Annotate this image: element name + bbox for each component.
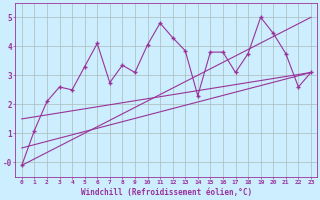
X-axis label: Windchill (Refroidissement éolien,°C): Windchill (Refroidissement éolien,°C) — [81, 188, 252, 197]
